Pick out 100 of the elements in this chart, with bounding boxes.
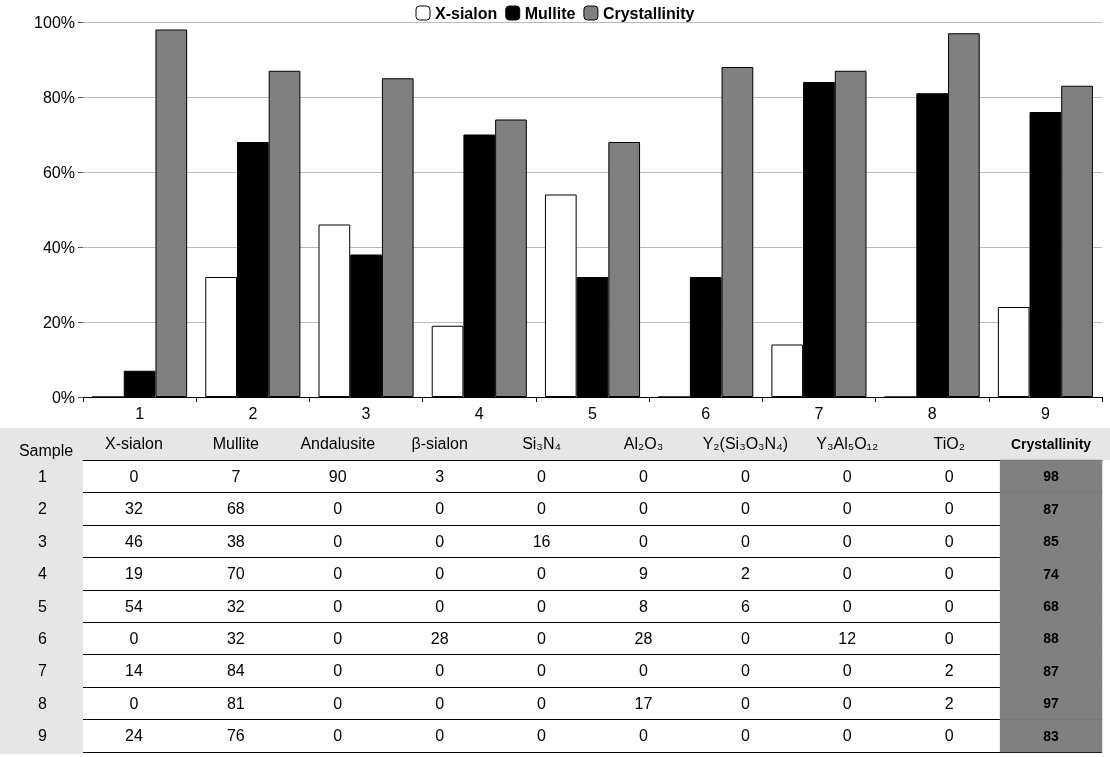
data-label: 0 xyxy=(129,629,139,647)
y-tick-label: 20% xyxy=(42,313,75,331)
data-label: 0 xyxy=(944,565,954,583)
data-label: 46 xyxy=(125,532,143,550)
data-label: 0 xyxy=(740,727,750,745)
x-tick-label: 2 xyxy=(248,404,258,422)
y-tick-label: 0% xyxy=(51,388,75,406)
data-label: 0 xyxy=(944,500,954,518)
data-label: 0 xyxy=(944,727,954,745)
x-tick-label: 6 xyxy=(701,404,711,422)
data-label: 0 xyxy=(740,662,750,680)
data-label: 28 xyxy=(634,629,653,647)
x-tick-label: 7 xyxy=(814,404,824,422)
data-label: 0 xyxy=(639,662,648,680)
data-label: 6 xyxy=(740,597,750,615)
data-label: 32 xyxy=(226,597,245,615)
data-label: 0 xyxy=(333,662,343,680)
data-label: 70 xyxy=(226,565,245,583)
data-label: 0 xyxy=(333,532,343,550)
y-tick-label: 60% xyxy=(42,163,75,181)
y-tick-label: 1 xyxy=(38,467,48,485)
x-tick-label: 8 xyxy=(927,404,937,422)
data-label: 0 xyxy=(944,532,954,550)
data-label: 90 xyxy=(328,467,347,485)
data-label: 83 xyxy=(1043,727,1060,744)
data-label: 0 xyxy=(740,694,750,712)
data-label: 8 xyxy=(639,597,648,615)
data-label: 0 xyxy=(740,500,750,518)
y-tick-label: 40% xyxy=(42,238,75,256)
x-tick-label: Crystallinity xyxy=(1010,436,1092,452)
data-label: 0 xyxy=(435,727,445,745)
x-tick-label: 5 xyxy=(588,404,598,422)
data-label: 38 xyxy=(226,532,245,550)
y-tick-label: 80% xyxy=(42,88,75,106)
data-label: 0 xyxy=(435,662,445,680)
data-label: 3 xyxy=(435,467,445,485)
data-label: 0 xyxy=(740,629,750,647)
data-label: 0 xyxy=(435,694,445,712)
data-label: 2 xyxy=(944,662,954,680)
data-label: 19 xyxy=(125,565,143,583)
data-label: 85 xyxy=(1043,533,1060,550)
x-tick-label: 1 xyxy=(135,404,145,422)
x-tick-label: β-sialon xyxy=(411,434,468,452)
x-tick-label: Y₂(Si₃O₃N₄) xyxy=(702,434,789,452)
data-label: 0 xyxy=(537,597,547,615)
y-tick-label: 8 xyxy=(38,694,48,712)
data-label: 9 xyxy=(639,565,648,583)
y-tick-label: 100% xyxy=(34,13,75,31)
data-label: 0 xyxy=(333,565,343,583)
data-label: 0 xyxy=(333,500,343,518)
data-label: 0 xyxy=(129,694,139,712)
data-label: 0 xyxy=(639,467,648,485)
data-label: 0 xyxy=(639,532,648,550)
data-label: 84 xyxy=(226,662,245,680)
data-label: 81 xyxy=(226,694,245,712)
data-label: 0 xyxy=(537,467,547,485)
data-label: 87 xyxy=(1043,500,1060,517)
data-label: 28 xyxy=(430,629,449,647)
data-label: 0 xyxy=(537,727,547,745)
data-label: 0 xyxy=(537,500,547,518)
data-label: 12 xyxy=(838,629,857,647)
y-tick-label: 7 xyxy=(38,662,48,680)
x-tick-label: Al₂O₃ xyxy=(623,434,664,452)
data-label: 54 xyxy=(125,597,143,615)
legend-label: X-sialon xyxy=(435,4,498,22)
x-tick-label: Mullite xyxy=(212,434,260,452)
data-label: 0 xyxy=(537,629,547,647)
data-label: 87 xyxy=(1043,662,1060,679)
data-label: 0 xyxy=(842,500,852,518)
data-label: 97 xyxy=(1043,695,1060,712)
data-label: 0 xyxy=(333,727,343,745)
x-tick-label: 3 xyxy=(361,404,371,422)
x-tick-label: X-sialon xyxy=(105,434,163,452)
data-label: 0 xyxy=(842,565,852,583)
data-label: 16 xyxy=(532,532,551,550)
data-label: 0 xyxy=(842,467,852,485)
data-label: 0 xyxy=(842,532,852,550)
data-label: 0 xyxy=(333,629,343,647)
data-label: 0 xyxy=(435,565,445,583)
x-tick-label: 4 xyxy=(474,404,484,422)
y-axis-title: Sample xyxy=(18,441,74,459)
data-label: 0 xyxy=(435,532,445,550)
legend-label: Mullite xyxy=(524,4,576,22)
data-label: 0 xyxy=(435,500,445,518)
data-label: 0 xyxy=(842,662,852,680)
data-label: 7 xyxy=(231,467,241,485)
y-tick-label: 3 xyxy=(38,532,48,550)
y-tick-label: 2 xyxy=(38,500,48,518)
x-tick-label: Andalusite xyxy=(300,434,376,452)
data-label: 0 xyxy=(333,694,343,712)
data-label: 2 xyxy=(740,565,750,583)
data-label: 76 xyxy=(226,727,245,745)
data-label: 0 xyxy=(842,597,852,615)
y-tick-label: 6 xyxy=(38,629,48,647)
data-label: 0 xyxy=(740,467,750,485)
data-label: 0 xyxy=(944,629,954,647)
data-label: 0 xyxy=(333,597,343,615)
data-label: 0 xyxy=(639,727,648,745)
y-tick-label: 9 xyxy=(38,727,48,745)
data-label: 88 xyxy=(1043,630,1060,647)
